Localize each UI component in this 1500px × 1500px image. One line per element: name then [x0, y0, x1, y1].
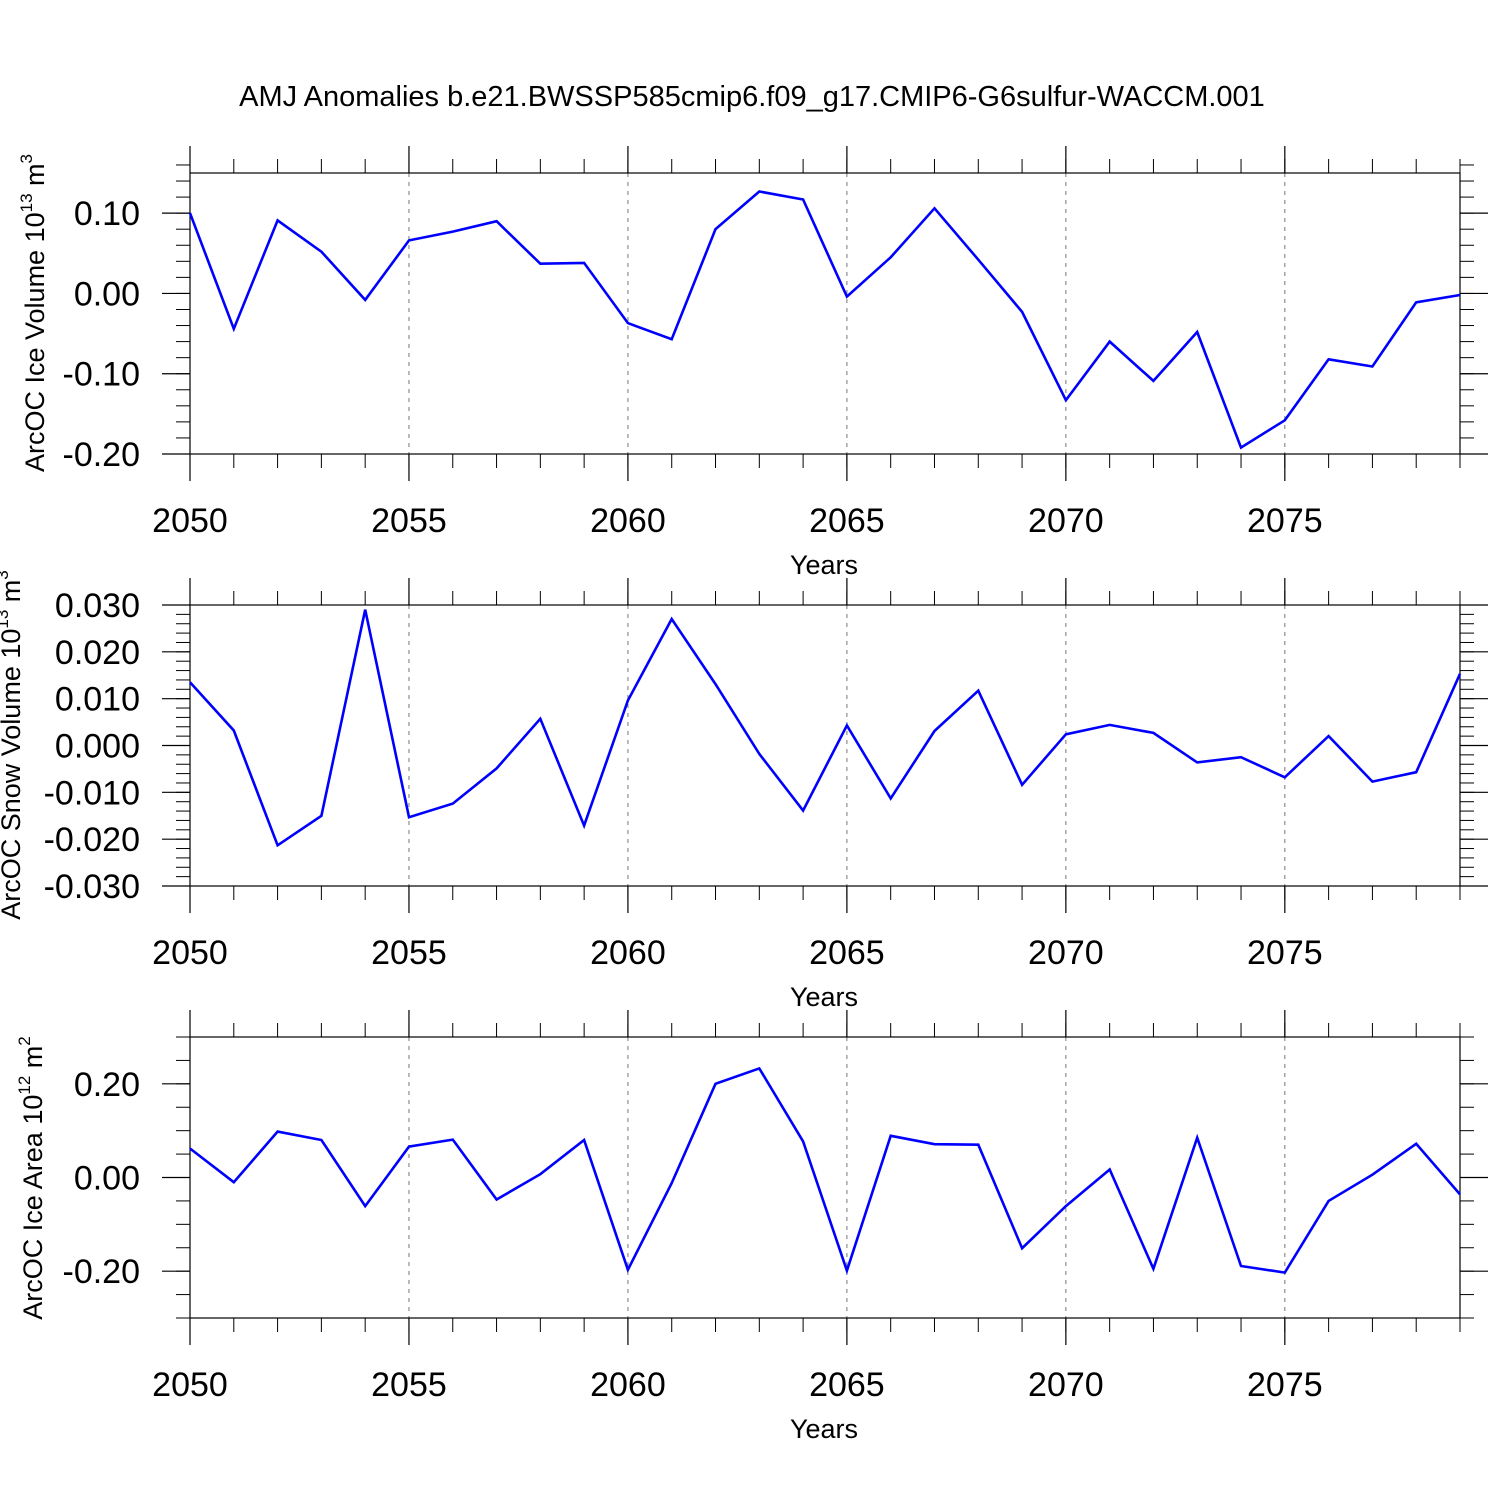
y-axis-title-exponent: 13	[0, 610, 12, 629]
y-axis-title-text: ArcOC Ice Volume 10	[20, 212, 50, 472]
x-tick-label: 2070	[1028, 502, 1104, 540]
x-tick-label: 2050	[152, 502, 228, 540]
x-tick-label: 2055	[371, 1366, 447, 1404]
y-axis-title-exponent: 12	[15, 1076, 34, 1095]
x-axis-title-ice-area: Years	[790, 1414, 858, 1444]
y-tick-label: 0.20	[74, 1066, 140, 1104]
svg-text:ArcOC Snow Volume 1013 m3: ArcOC Snow Volume 1013 m3	[0, 570, 26, 920]
x-tick-label: 2060	[590, 1366, 666, 1404]
x-tick-label: 2070	[1028, 1366, 1104, 1404]
y-axis-title-unit: m	[18, 1046, 48, 1076]
x-tick-label: 2060	[590, 934, 666, 972]
plot-layer-ice-area: 2050 2055 2060 2065 2070 2075 -0.20 0.00 0.20	[63, 1010, 1488, 1404]
x-tick-label: 2060	[590, 502, 666, 540]
x-tick-label: 2065	[809, 1366, 885, 1404]
x-tick-label: 2075	[1247, 502, 1323, 540]
y-axis-title-text: ArcOC Snow Volume 10	[0, 629, 26, 920]
x-axis-title-ice-volume: Years	[790, 550, 858, 580]
y-tick-label: -0.030	[44, 868, 140, 906]
y-tick-label: 0.020	[55, 634, 140, 672]
y-axis-title-unit: m	[20, 163, 50, 193]
panel-snow-volume: 2050 2055 2060 2065 2070 2075 -0.030 -0.020 -0.0…	[0, 570, 1488, 1012]
y-tick-label: -0.020	[44, 821, 140, 859]
y-axis-title-ice-area: ArcOC Ice Area 1012 m2	[15, 1036, 48, 1320]
y-tick-label: 0.00	[74, 1160, 140, 1198]
plot-frame	[189, 1036, 1461, 1319]
y-axis-title-unit-exponent: 3	[17, 154, 36, 163]
y-tick-label: -0.20	[63, 436, 141, 474]
plot-layer-snow-volume: 2050 2055 2060 2065 2070 2075 -0.030 -0.020 -0.0…	[44, 578, 1488, 972]
x-tick-label: 2065	[809, 934, 885, 972]
y-tick-label: -0.010	[44, 774, 140, 812]
x-axis-title-snow-volume: Years	[790, 982, 858, 1012]
series-line	[189, 1066, 1461, 1275]
y-tick-label: 0.10	[74, 195, 140, 233]
x-tick-label: 2055	[371, 934, 447, 972]
y-tick-label: 0.00	[74, 275, 140, 313]
y-tick-label: -0.10	[63, 356, 141, 394]
y-tick-label: 0.010	[55, 681, 140, 719]
y-tick-label: 0.030	[55, 587, 140, 625]
x-tick-label: 2055	[371, 502, 447, 540]
y-axis-title-unit-exponent: 2	[15, 1036, 34, 1045]
series-line	[189, 609, 1462, 848]
y-axis-title-text: ArcOC Ice Area 10	[18, 1095, 48, 1320]
chart-title: AMJ Anomalies b.e21.BWSSP585cmip6.f09_g1…	[239, 81, 1265, 113]
y-axis-title-unit-exponent: 3	[0, 570, 12, 579]
y-axis-title-unit: m	[0, 580, 26, 610]
svg-text:ArcOC Ice Volume 1013 m3: ArcOC Ice Volume 1013 m3	[17, 154, 50, 472]
x-tick-label: 2050	[152, 934, 228, 972]
y-tick-label: -0.20	[63, 1253, 141, 1291]
y-axis-title-ice-volume: ArcOC Ice Volume 1013 m3	[17, 154, 50, 472]
svg-text:ArcOC Ice Area 1012 m2: ArcOC Ice Area 1012 m2	[15, 1036, 48, 1320]
plot-layer-ice-volume: 2050 2055 2060 2065 2070 2075 -0.20 -0.10 0.00 0.…	[63, 146, 1488, 540]
series-line	[188, 190, 1461, 450]
x-tick-label: 2075	[1247, 934, 1323, 972]
x-tick-label: 2070	[1028, 934, 1104, 972]
y-tick-label: 0.000	[55, 728, 140, 766]
x-tick-label: 2050	[152, 1366, 228, 1404]
x-tick-label: 2065	[809, 502, 885, 540]
x-tick-label: 2075	[1247, 1366, 1323, 1404]
panel-ice-volume: 2050 2055 2060 2065 2070 2075 -0.20 -0.10 0.00 0.…	[17, 146, 1488, 580]
panel-ice-area: 2050 2055 2060 2065 2070 2075 -0.20 0.00 0.20 Ar…	[15, 1010, 1488, 1444]
plot-frame	[189, 604, 1461, 887]
plot-frame	[189, 172, 1461, 455]
y-axis-title-snow-volume: ArcOC Snow Volume 1013 m3	[0, 570, 26, 920]
y-axis-title-exponent: 13	[17, 193, 36, 212]
